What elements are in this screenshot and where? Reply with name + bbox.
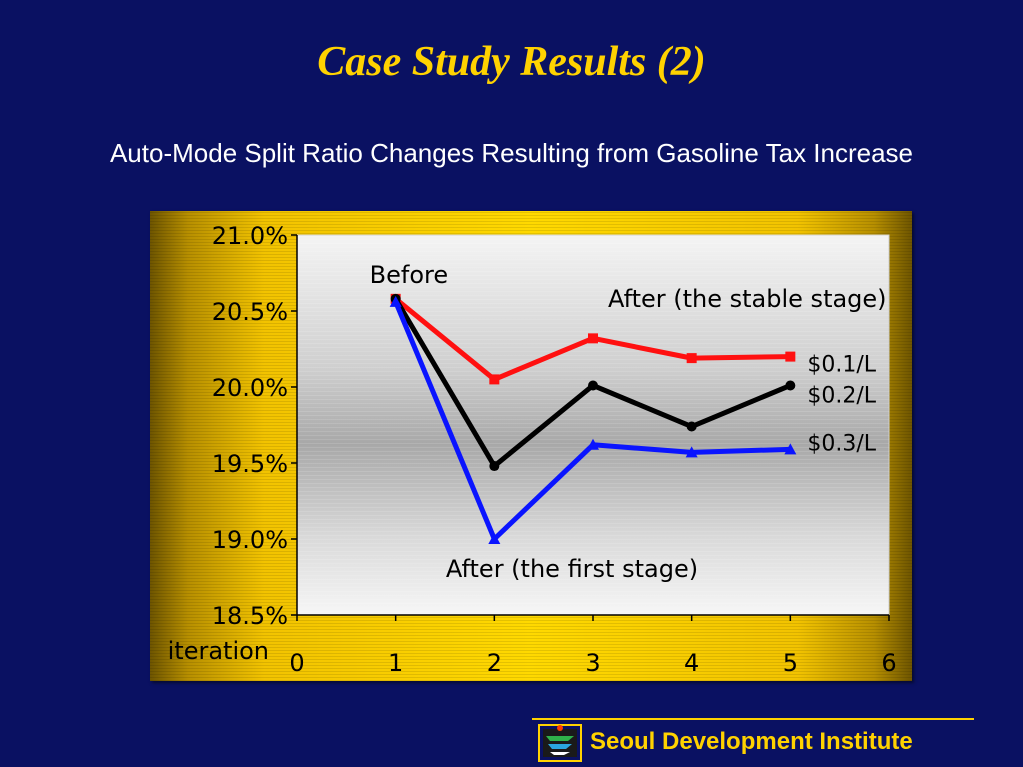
data-point: [587, 438, 599, 450]
x-tick-label: 5: [783, 649, 798, 677]
data-point: [488, 533, 501, 544]
annotation-label: Before: [370, 261, 448, 289]
data-point: [785, 351, 796, 362]
y-tick-label: 20.0%: [212, 374, 288, 402]
line-chart: 18.5% 19.0% 19.5% 20.0% 20.5% 21.0% 0 1 2 3 4 5 6 ite…: [168, 222, 897, 677]
series-label: $0.2/L: [807, 383, 876, 408]
organization-name: Seoul Development Institute: [590, 728, 913, 755]
y-tick-label: 21.0%: [212, 222, 288, 250]
data-point: [588, 380, 598, 391]
footer-divider: [532, 718, 974, 720]
x-tick-label: 6: [881, 649, 896, 677]
annotation-label: After (the first stage): [446, 555, 698, 583]
series-label: $0.1/L: [807, 353, 876, 378]
data-point: [784, 443, 797, 455]
x-tick-label: 4: [684, 649, 699, 677]
chart-frame: 18.5% 19.0% 19.5% 20.0% 20.5% 21.0% 0 1 2 3 4 5 6 ite…: [150, 211, 912, 681]
data-point: [588, 333, 598, 344]
annotation-label: After (the stable stage): [608, 285, 887, 313]
data-point: [389, 295, 402, 307]
data-point: [489, 461, 500, 472]
data-point: [686, 421, 697, 432]
data-point: [489, 374, 500, 385]
slide-title: Case Study Results (2): [317, 39, 706, 85]
x-axis-label: iteration: [168, 637, 269, 665]
seoul-development-institute-logo-icon: [538, 724, 582, 762]
data-point: [685, 446, 698, 458]
x-tick-label: 0: [289, 649, 304, 677]
y-tick-label: 19.5%: [212, 450, 288, 478]
y-tick-label: 18.5%: [212, 602, 288, 630]
series-label: $0.3/L: [807, 431, 876, 456]
x-tick-label: 2: [487, 649, 502, 677]
data-point: [785, 380, 796, 391]
data-point: [686, 353, 697, 364]
y-tick-label: 19.0%: [212, 526, 288, 554]
y-tick-label: 20.5%: [212, 298, 288, 326]
x-tick-label: 1: [388, 649, 403, 677]
slide-subtitle: Auto-Mode Split Ratio Changes Resulting …: [109, 138, 914, 168]
x-tick-label: 3: [585, 649, 600, 677]
